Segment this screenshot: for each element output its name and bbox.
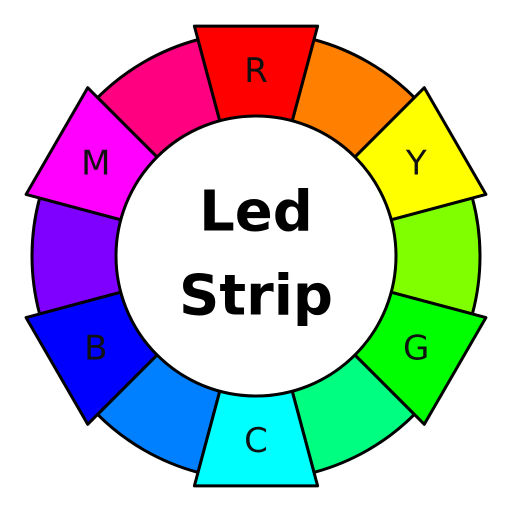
segment-label-m: M <box>81 144 110 184</box>
logo-line-1: Led <box>199 180 313 245</box>
segment-label-g: G <box>403 329 429 369</box>
wheel-labels: R Y G C B M <box>81 51 429 461</box>
logo-line-2: Strip <box>179 264 333 329</box>
segment-label-c: C <box>244 421 268 461</box>
center-disc <box>114 114 398 398</box>
segment-label-b: B <box>84 329 107 369</box>
segment-label-r: R <box>244 51 268 91</box>
segment-label-y: Y <box>405 144 427 184</box>
